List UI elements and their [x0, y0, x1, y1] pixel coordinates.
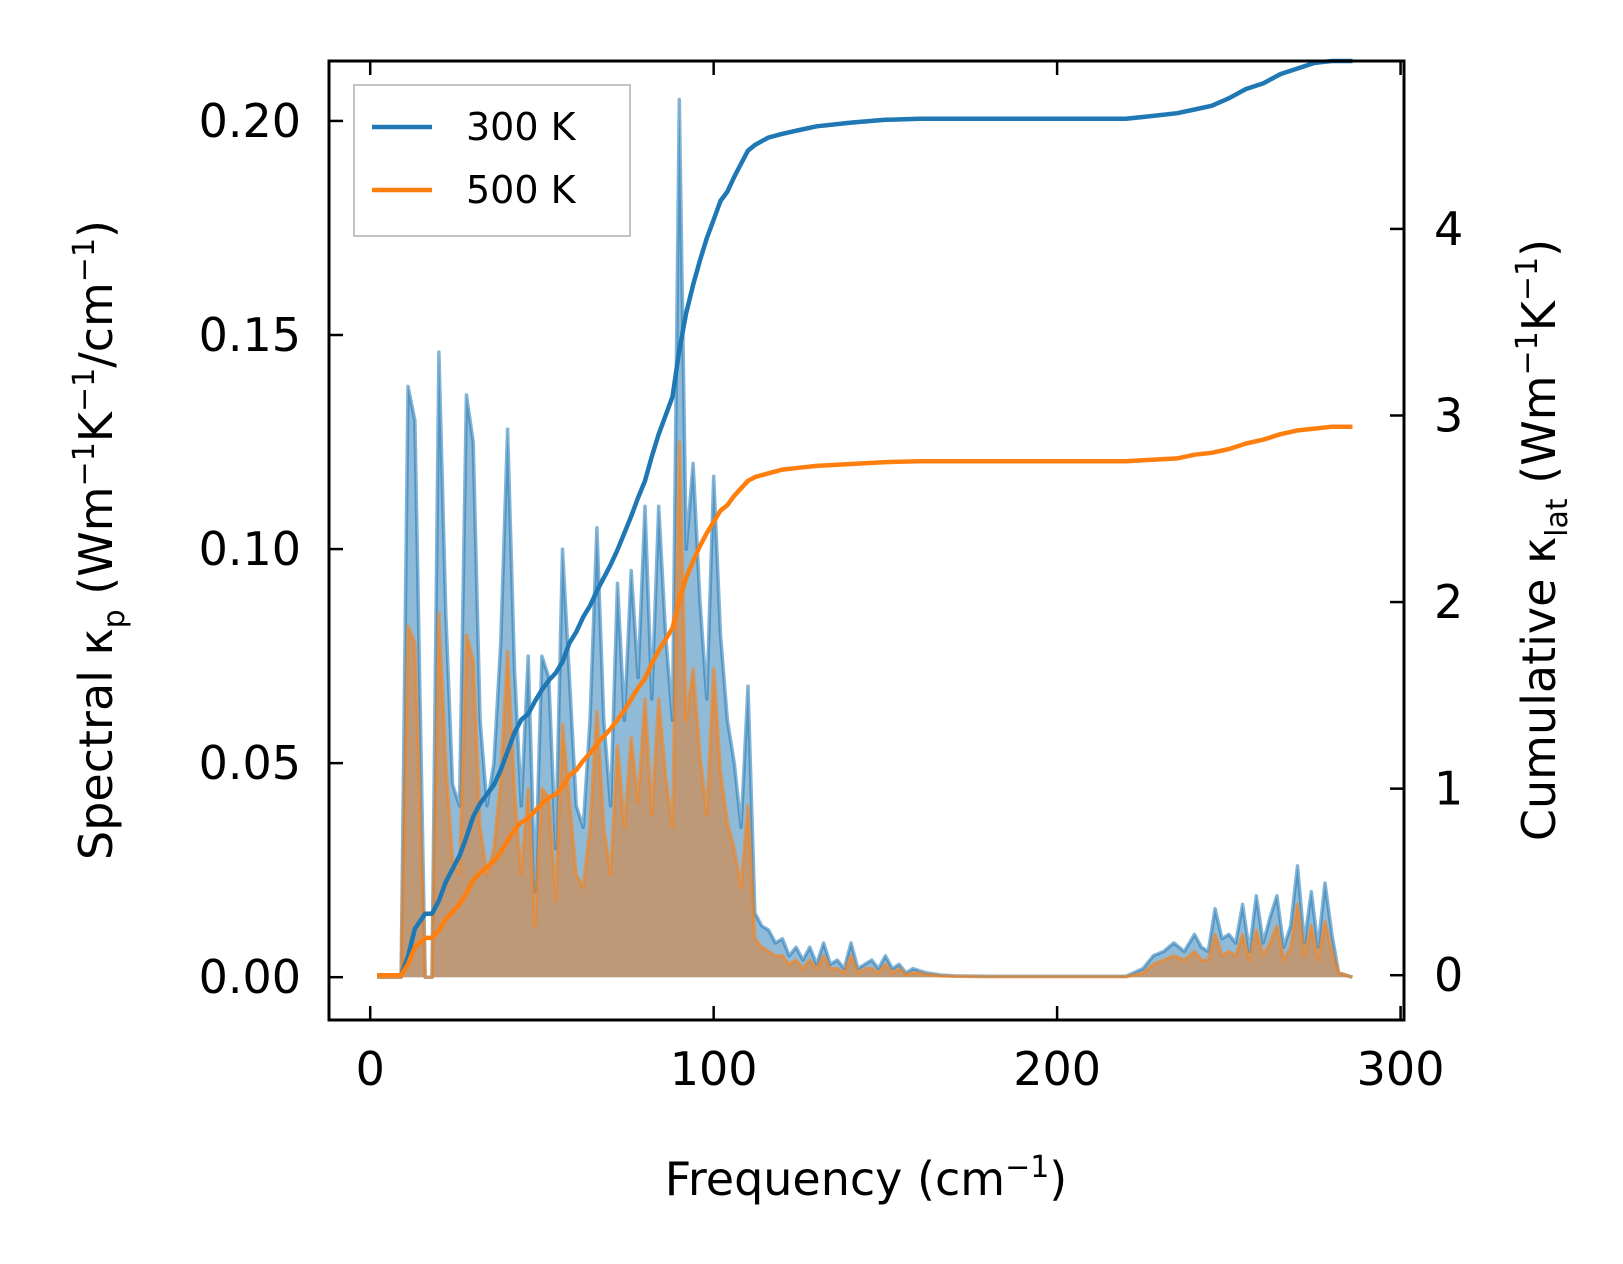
y-left-label-c: K: [69, 410, 123, 442]
y-right-label-sub: lat: [1540, 498, 1575, 537]
x-axis-label-sup: −1: [1005, 1150, 1049, 1185]
spectral-area-300k: [377, 99, 1353, 978]
x-tick-label: 200: [1013, 1042, 1101, 1096]
y-left-label-e: ): [69, 220, 123, 238]
y-left-tick-label: 0.20: [199, 94, 301, 148]
x-axis-label: Frequency (cm−1): [665, 1150, 1068, 1206]
y-right-label-sup2: −1: [1510, 257, 1545, 301]
plot-content: [377, 58, 1354, 979]
y-left-label-sub: p: [97, 609, 132, 628]
y-right-tick-label: 3: [1434, 388, 1463, 442]
legend-box: [353, 84, 631, 237]
x-axis-label-base: Frequency (cm: [665, 1152, 1005, 1206]
y-left-label-sup3: −1: [67, 238, 102, 282]
y-right-tick-label: 4: [1434, 202, 1463, 256]
y-left-axis-label: Spectral κp (Wm−1K−1/cm−1): [67, 220, 132, 860]
y-right-label-b: (Wm: [1512, 375, 1566, 498]
y-left-tick-label: 0.15: [199, 308, 301, 362]
legend-label-500k: 500 K: [466, 168, 577, 212]
y-left-label-b: (Wm: [69, 486, 123, 609]
spectral-line-500k: [377, 440, 1354, 979]
spectral-area-500k: [377, 442, 1353, 978]
y-left-label-a: Spectral κ: [69, 628, 123, 860]
y-right-axis-label: Cumulative κlat (Wm−1K−1): [1510, 239, 1575, 841]
x-tick-label: 100: [670, 1042, 758, 1096]
y-left-label-sup1: −1: [67, 442, 102, 486]
y-left-tick-label: 0.10: [199, 522, 301, 576]
spectral-line-300k: [377, 97, 1354, 979]
y-right-tick-label: 2: [1434, 575, 1463, 629]
y-left-tick-label: 0.00: [199, 950, 301, 1004]
y-left-label-sup2: −1: [67, 368, 102, 412]
legend: 300 K 500 K: [353, 84, 631, 237]
axes-frame: [327, 59, 1406, 1022]
y-left-tick-label: 0.05: [199, 736, 301, 790]
y-left-label-d: /cm: [69, 282, 123, 368]
axis-ticks: 0 100 200 300 0.00 0.05 0.10 0.15 0.20 0 1 2 3 4: [199, 61, 1463, 1096]
cumulative-line-300k: [377, 58, 1353, 978]
y-right-tick-label: 1: [1434, 762, 1463, 816]
x-tick-label: 0: [356, 1042, 385, 1096]
legend-label-300k: 300 K: [466, 105, 577, 149]
y-right-tick-label: 0: [1434, 948, 1463, 1002]
y-right-label-sup1: −1: [1510, 331, 1545, 375]
y-right-label-d: ): [1512, 239, 1566, 257]
y-right-label-a: Cumulative κ: [1512, 537, 1566, 841]
cumulative-line-500k: [377, 424, 1353, 978]
x-tick-label: 300: [1357, 1042, 1445, 1096]
x-axis-label-tail: ): [1049, 1152, 1067, 1206]
y-right-label-c: K: [1512, 299, 1566, 331]
